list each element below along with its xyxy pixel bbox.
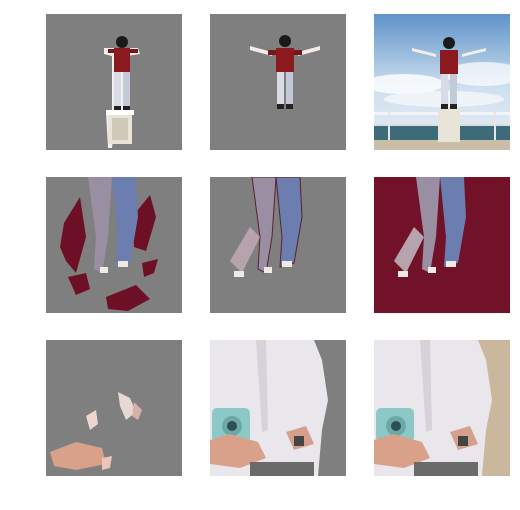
man-fine-mask-image xyxy=(210,14,346,150)
panel-man-coarse-mask xyxy=(46,14,182,150)
panel-couple-coarse-mask xyxy=(46,177,182,313)
couple-original-image xyxy=(374,177,510,313)
man-original-image xyxy=(374,14,510,150)
man-coarse-mask-image xyxy=(46,14,182,150)
couple-fine-mask-image xyxy=(210,177,346,313)
couple-coarse-mask-image xyxy=(46,177,182,313)
panel-hands-coarse-mask xyxy=(46,340,182,476)
hands-coarse-mask-image xyxy=(46,340,182,476)
panel-couple-original xyxy=(374,177,510,313)
hands-original-image xyxy=(374,340,510,476)
panel-hands-original xyxy=(374,340,510,476)
hands-fine-mask-image xyxy=(210,340,346,476)
panel-man-fine-mask xyxy=(210,14,346,150)
panel-hands-fine-mask xyxy=(210,340,346,476)
panel-couple-fine-mask xyxy=(210,177,346,313)
panel-man-original xyxy=(374,14,510,150)
